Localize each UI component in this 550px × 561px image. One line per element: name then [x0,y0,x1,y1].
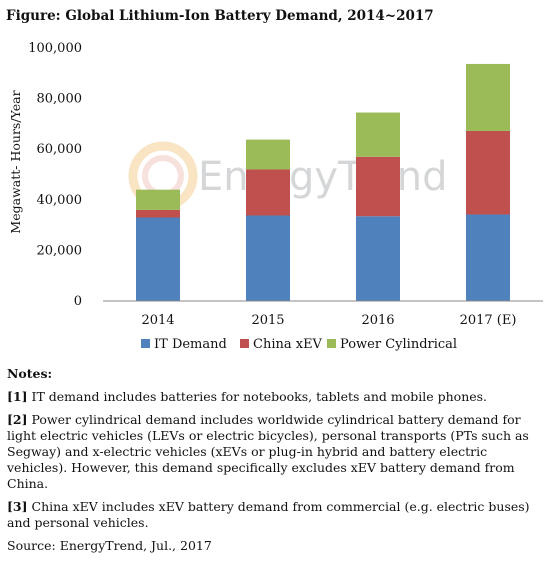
bar-segment [136,189,180,210]
x-tick-label: 2014 [141,313,174,328]
notes-heading: Notes: [7,366,53,381]
watermark-text: EnergyTrend [198,154,448,200]
stacked-bar-chart: EnergyTrend Megawatt- Hours/Year 0 20,000… [8,41,543,352]
note-2: [2] Power cylindrical demand includes wo… [7,412,529,491]
bar-segment [356,112,400,157]
legend-swatch [327,339,336,348]
bar-segment [246,169,290,216]
bar-segment [356,216,400,301]
legend-label: IT Demand [154,337,227,352]
legend-swatch [141,339,150,348]
bar-segment [466,214,510,301]
energytrend-watermark: EnergyTrend [128,141,448,211]
bar-segment [246,139,290,170]
bar-segment [466,63,510,131]
y-axis-ticks: 0 20,000 40,000 60,000 80,000 100,000 [28,41,82,309]
bar-segment [356,156,400,217]
y-tick-label: 20,000 [37,243,83,258]
legend-swatch [240,339,249,348]
y-axis-label: Megawatt- Hours/Year [8,90,23,233]
bar-segment [136,209,180,218]
x-tick-label: 2017 (E) [460,313,517,328]
x-axis-ticks: 2014 2015 2016 2017 (E) [141,313,516,328]
bars [136,63,510,301]
source-line: Source: EnergyTrend, Jul., 2017 [7,538,212,553]
notes-section: Notes: [1] IT demand includes batteries … [7,366,547,561]
figure-title: Figure: Global Lithium-Ion Battery Deman… [6,8,434,24]
y-tick-label: 80,000 [37,92,83,107]
y-tick-label: 100,000 [28,41,82,56]
legend-label: Power Cylindrical [340,337,457,352]
x-tick-label: 2016 [361,313,394,328]
legend: IT Demand China xEV Power Cylindrical [141,337,457,352]
x-tick-label: 2015 [251,313,284,328]
note-1: [1] IT demand includes batteries for not… [7,389,488,404]
y-tick-label: 40,000 [37,193,83,208]
note-3: [3] China xEV includes xEV battery deman… [7,499,530,530]
bar-segment [246,215,290,301]
y-tick-label: 0 [74,294,82,309]
y-tick-label: 60,000 [37,142,83,157]
bar-segment [466,130,510,215]
bar-segment [136,217,180,301]
legend-label: China xEV [253,337,323,352]
